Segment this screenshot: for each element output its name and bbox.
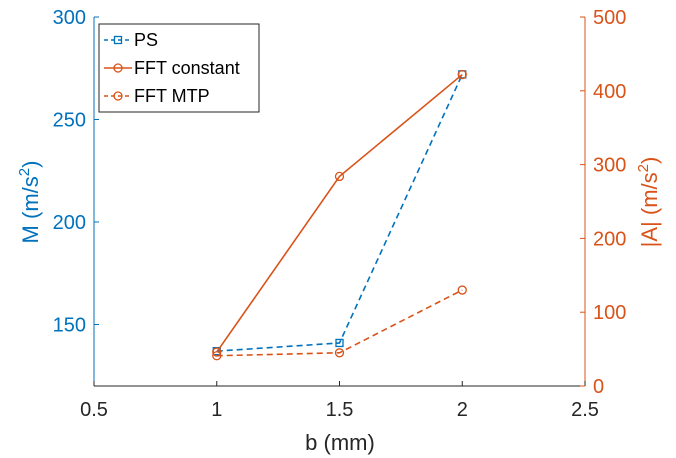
right-axis-title: |A| (m/s2) (635, 157, 662, 248)
right-y-tick-label: 300 (593, 155, 626, 177)
data-point-fft-constant (212, 347, 222, 357)
data-point-fft-constant (334, 171, 345, 182)
data-point-fft-constant (457, 69, 467, 80)
x-tick-label: 2 (457, 399, 468, 421)
svg-text:|A| (m/s2): |A| (m/s2) (635, 157, 662, 248)
series-line-fft-mtp (216, 289, 463, 357)
left-axis-title-main: M (m/s (18, 176, 43, 243)
right-axis-title-sup: 2 (635, 164, 652, 172)
data-point-fft-mtp (457, 285, 467, 295)
svg-text:M (m/s2): M (m/s2) (16, 161, 43, 244)
series-line-ps (216, 74, 463, 352)
data-point-ps (335, 338, 344, 348)
right-axis-title-main: |A| (m/s (637, 172, 662, 247)
x-tick-label: 2.5 (571, 399, 599, 421)
right-axis-title-end: ) (637, 157, 662, 164)
left-axis-title-sup: 2 (16, 168, 33, 176)
x-tick-label: 1.5 (326, 399, 354, 421)
x-tick-label: 0.5 (80, 399, 108, 421)
right-y-tick-label: 100 (593, 302, 626, 324)
data-point-fft-mtp (334, 348, 345, 358)
left-y-tick-label: 250 (53, 110, 86, 132)
legend: PS FFT constant FFT MTP (98, 23, 260, 113)
data-point-fft-mtp (212, 351, 222, 361)
left-y-tick-label: 150 (53, 315, 86, 337)
right-y-tick-label: 400 (593, 81, 626, 103)
right-y-tick-label: 200 (593, 228, 626, 250)
right-y-tick-label: 500 (593, 7, 626, 29)
legend-entry-fft-constant: FFT constant (104, 58, 240, 78)
series-layer (212, 69, 467, 361)
left-y-tick-label: 300 (53, 7, 86, 29)
axes: 0.5 1 1.5 2 2.5 150 200 250 300 0 100 200 300 400 500 (53, 7, 627, 421)
series-line-fft-constant (216, 73, 463, 353)
legend-label-fft-mtp: FFT MTP (134, 86, 210, 106)
left-y-tick-label: 200 (53, 212, 86, 234)
legend-entry-fft-mtp: FFT MTP (104, 86, 210, 106)
left-axis-title: M (m/s2) (16, 161, 43, 244)
legend-label-fft-constant: FFT constant (134, 58, 240, 78)
right-y-tick-label: 0 (593, 376, 604, 398)
x-axis-title: b (mm) (305, 430, 375, 455)
legend-label-ps: PS (134, 30, 158, 50)
legend-marker-circle (113, 63, 123, 73)
legend-marker-square (113, 35, 123, 45)
legend-entry-ps: PS (104, 30, 158, 50)
x-tick-label: 1 (211, 399, 222, 421)
left-axis-title-end: ) (18, 161, 43, 168)
legend-marker-circle (113, 91, 123, 101)
